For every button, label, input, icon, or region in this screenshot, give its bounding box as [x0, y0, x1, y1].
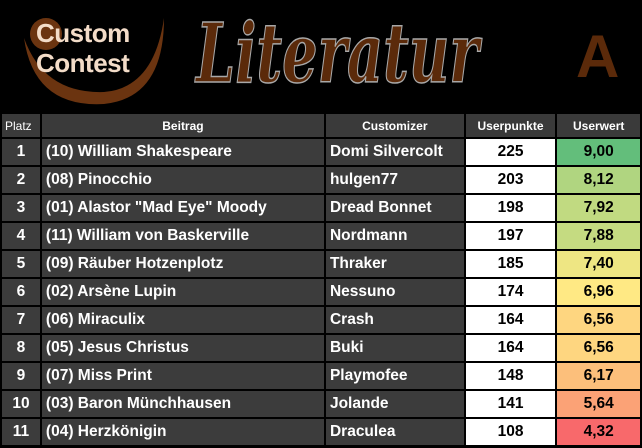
cell-points: 148	[463, 361, 558, 391]
cell-value: 6,56	[555, 333, 642, 363]
cell-customizer: Nordmann	[323, 221, 466, 251]
cell-customizer: Thraker	[323, 249, 466, 279]
logo-line2: Contest	[36, 48, 130, 78]
custom-contest-logo: Custom Contest	[14, 8, 174, 108]
table-row: 8 (05) Jesus Christus Buki 164 6,56	[0, 333, 642, 363]
page-title: Literatur	[195, 5, 479, 103]
cell-entry: (05) Jesus Christus	[39, 333, 326, 363]
cell-entry: (06) Miraculix	[39, 305, 326, 335]
cell-entry: (07) Miss Print	[39, 361, 326, 391]
header-points: Userpunkte	[463, 112, 558, 139]
cell-entry: (11) William von Baskerville	[39, 221, 326, 251]
cell-value: 8,12	[555, 165, 642, 195]
header-entry: Beitrag	[39, 112, 326, 139]
cell-customizer: Crash	[323, 305, 466, 335]
table-row: 4 (11) William von Baskerville Nordmann 197…	[0, 221, 642, 251]
cell-customizer: Jolande	[323, 389, 466, 419]
cell-value: 6,96	[555, 277, 642, 307]
cell-points: 185	[463, 249, 558, 279]
cell-rank: 9	[0, 361, 42, 391]
cell-points: 198	[463, 193, 558, 223]
cell-rank: 8	[0, 333, 42, 363]
cell-value: 7,92	[555, 193, 642, 223]
table-row: 3 (01) Alastor "Mad Eye" Moody Dread Bonne…	[0, 193, 642, 223]
table-row: 2 (08) Pinocchio hulgen77 203 8,12	[0, 165, 642, 195]
cell-entry: (10) William Shakespeare	[39, 137, 326, 167]
cell-customizer: Playmofee	[323, 361, 466, 391]
cell-customizer: Nessuno	[323, 277, 466, 307]
cell-rank: 4	[0, 221, 42, 251]
cell-customizer: Buki	[323, 333, 466, 363]
cell-points: 164	[463, 333, 558, 363]
cell-rank: 7	[0, 305, 42, 335]
cell-entry: (08) Pinocchio	[39, 165, 326, 195]
cell-entry: (09) Räuber Hotzenplotz	[39, 249, 326, 279]
cell-customizer: Draculea	[323, 417, 466, 447]
table-row: 9 (07) Miss Print Playmofee 148 6,17	[0, 361, 642, 391]
cell-rank: 11	[0, 417, 42, 447]
cell-rank: 5	[0, 249, 42, 279]
table-row: 10 (03) Baron Münchhausen Jolande 141 5,64	[0, 389, 642, 419]
cell-rank: 2	[0, 165, 42, 195]
cell-points: 197	[463, 221, 558, 251]
cell-points: 164	[463, 305, 558, 335]
cell-value: 6,56	[555, 305, 642, 335]
cell-value: 6,17	[555, 361, 642, 391]
cell-entry: (02) Arsène Lupin	[39, 277, 326, 307]
cell-points: 108	[463, 417, 558, 447]
cell-value: 9,00	[555, 137, 642, 167]
banner: Custom Contest Literatur A	[0, 0, 642, 112]
cell-value: 7,88	[555, 221, 642, 251]
table-row: 5 (09) Räuber Hotzenplotz Thraker 185 7,40	[0, 249, 642, 279]
cell-entry: (03) Baron Münchhausen	[39, 389, 326, 419]
cell-points: 174	[463, 277, 558, 307]
table-row: 7 (06) Miraculix Crash 164 6,56	[0, 305, 642, 335]
cell-customizer: Dread Bonnet	[323, 193, 466, 223]
cell-points: 225	[463, 137, 558, 167]
table-row: 1 (10) William Shakespeare Domi Silvercolt…	[0, 137, 642, 167]
cell-customizer: hulgen77	[323, 165, 466, 195]
cell-points: 203	[463, 165, 558, 195]
cell-value: 4,32	[555, 417, 642, 447]
table-header: Platz Beitrag Customizer Userpunkte User…	[0, 112, 642, 139]
cell-value: 5,64	[555, 389, 642, 419]
cell-rank: 10	[0, 389, 42, 419]
header-customizer: Customizer	[323, 112, 466, 139]
header-value: Userwert	[555, 112, 642, 139]
cell-rank: 1	[0, 137, 42, 167]
cell-rank: 6	[0, 277, 42, 307]
cell-value: 7,40	[555, 249, 642, 279]
cell-customizer: Domi Silvercolt	[323, 137, 466, 167]
cell-entry: (01) Alastor "Mad Eye" Moody	[39, 193, 326, 223]
logo-arc-icon	[24, 18, 164, 105]
table-row: 11 (04) Herzkönigin Draculea 108 4,32	[0, 417, 642, 447]
logo-line1: Custom	[36, 18, 130, 48]
cell-rank: 3	[0, 193, 42, 223]
results-table: Platz Beitrag Customizer Userpunkte User…	[0, 112, 642, 447]
cell-entry: (04) Herzkönigin	[39, 417, 326, 447]
header-rank: Platz	[0, 112, 42, 139]
cell-points: 141	[463, 389, 558, 419]
table-row: 6 (02) Arsène Lupin Nessuno 174 6,96	[0, 277, 642, 307]
group-letter: A	[576, 23, 620, 90]
